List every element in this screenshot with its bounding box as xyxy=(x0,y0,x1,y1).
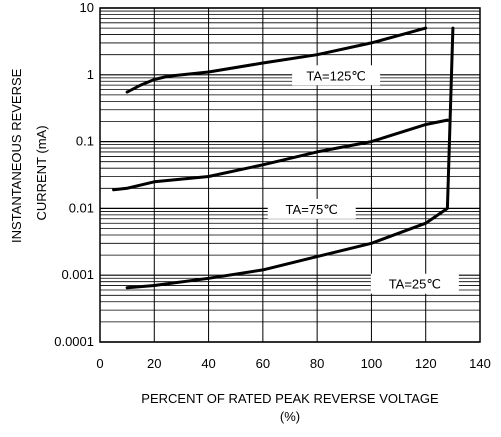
y-tick-label: 0.1 xyxy=(76,134,94,149)
series-line xyxy=(125,26,455,290)
y-tick-label: 0.0001 xyxy=(54,334,94,349)
x-tick-label: 60 xyxy=(256,356,270,371)
series-label-background xyxy=(267,198,356,219)
x-tick-label: 120 xyxy=(415,356,437,371)
y-tick-label: 0.001 xyxy=(61,267,94,282)
x-axis-label-line1: PERCENT OF RATED PEAK REVERSE VOLTAGE xyxy=(141,391,439,406)
x-tick-label: 0 xyxy=(96,356,103,371)
x-axis-label-line2: (%) xyxy=(279,409,301,424)
series-label-background xyxy=(292,65,381,86)
y-axis-label-line1: INSTANTANEOUS REVERSE xyxy=(9,68,24,243)
x-tick-label: 100 xyxy=(361,356,383,371)
y-tick-label: 0.01 xyxy=(69,200,94,215)
series-line xyxy=(125,26,428,94)
series-label: TA=75℃ xyxy=(286,202,338,217)
series-label: TA=125℃ xyxy=(306,68,366,83)
y-tick-label: 1 xyxy=(87,67,94,82)
x-tick-label: 20 xyxy=(147,356,161,371)
series-label-background xyxy=(370,273,459,294)
y-tick-label: 10 xyxy=(80,0,94,15)
x-tick-label: 40 xyxy=(201,356,215,371)
x-tick-label: 140 xyxy=(469,356,491,371)
plot-border xyxy=(99,7,481,343)
series-label: TA=25℃ xyxy=(389,277,441,292)
x-tick-label: 80 xyxy=(310,356,324,371)
y-axis-label-line2: CURRENT (mA) xyxy=(34,125,49,221)
series-line xyxy=(112,118,449,192)
